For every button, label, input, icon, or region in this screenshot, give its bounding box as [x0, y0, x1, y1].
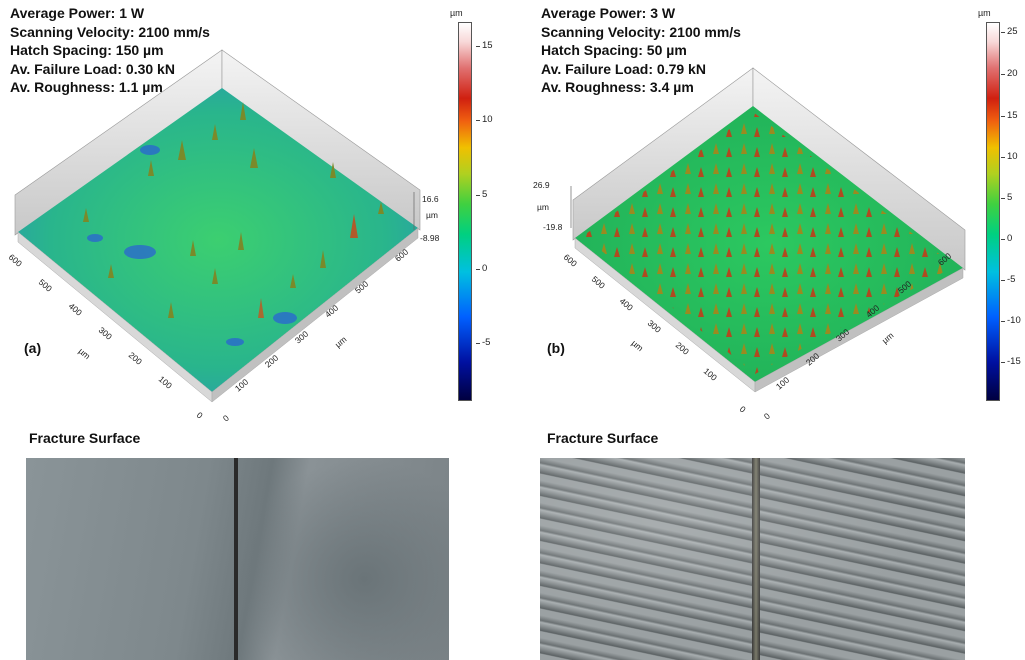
svg-text:500: 500 — [37, 277, 55, 294]
height-axis: 16.6 µm -8.98 — [413, 192, 440, 243]
colorbar-tick: 15 — [476, 40, 493, 51]
colorbar-tick: -10 — [1001, 315, 1021, 326]
svg-text:16.6: 16.6 — [422, 194, 439, 204]
svg-text:200: 200 — [674, 340, 692, 357]
panel-b: Average Power: 3 W Scanning Velocity: 21… — [513, 0, 1025, 660]
colorbar-tick: 10 — [476, 114, 493, 125]
param-scanning-velocity: Scanning Velocity: 2100 mm/s — [10, 23, 210, 40]
svg-text:µm: µm — [880, 330, 896, 345]
height-axis: 26.9 µm -19.8 — [533, 180, 572, 232]
surface-blue-patches — [87, 145, 297, 346]
svg-text:26.9: 26.9 — [533, 180, 550, 190]
section-title: Fracture Surface — [29, 430, 141, 446]
panel-letter: (a) — [24, 340, 42, 356]
param-average-power: Average Power: 1 W — [10, 5, 145, 21]
front-edge-right — [754, 267, 964, 393]
surface-plot-b: 600 500 400 300 200 100 0 µm 0 100 200 3… — [533, 67, 966, 422]
colorbar-tick: 25 — [1001, 26, 1018, 37]
surface-peaks — [583, 112, 955, 374]
svg-text:µm: µm — [537, 202, 549, 212]
svg-text:-8.98: -8.98 — [420, 233, 440, 243]
svg-text:100: 100 — [157, 374, 175, 391]
svg-text:200: 200 — [127, 350, 145, 367]
svg-text:500: 500 — [590, 274, 608, 291]
bond-seam — [234, 458, 238, 660]
svg-text:400: 400 — [618, 296, 636, 313]
panel-letter: (b) — [547, 340, 565, 356]
colorbar-tick: 5 — [475, 189, 488, 200]
colorbar-tick: 15 — [1001, 110, 1018, 121]
param-average-power: Average Power: 3 W — [541, 5, 676, 21]
svg-text:300: 300 — [646, 318, 664, 335]
svg-text:0: 0 — [738, 404, 748, 415]
svg-text:600: 600 — [7, 252, 25, 269]
front-edge-right — [211, 227, 419, 403]
params-block: Average Power: 1 W Scanning Velocity: 21… — [10, 4, 210, 97]
svg-text:100: 100 — [702, 366, 720, 383]
colorbar-tick: 5 — [1000, 192, 1013, 203]
colorbar-tick: -5 — [1000, 274, 1016, 285]
param-scanning-velocity: Scanning Velocity: 2100 mm/s — [541, 23, 741, 40]
svg-text:400: 400 — [67, 301, 85, 318]
back-wall-right — [752, 67, 966, 271]
svg-text:µm: µm — [426, 210, 438, 220]
colorbar-tick: -5 — [475, 337, 491, 348]
colorbar — [458, 22, 472, 401]
fracture-shading — [238, 458, 449, 660]
panel-a: Average Power: 1 W Scanning Velocity: 21… — [0, 0, 512, 660]
colorbar-tick: 10 — [1001, 151, 1018, 162]
colorbar-tick: -15 — [1001, 356, 1021, 367]
svg-text:0: 0 — [221, 413, 231, 424]
param-roughness: Av. Roughness: 1.1 µm — [10, 79, 163, 95]
section-title: Fracture Surface — [547, 430, 659, 446]
params-block: Average Power: 3 W Scanning Velocity: 21… — [541, 4, 741, 97]
surface-peaks — [83, 102, 384, 318]
colorbar-tick: 0 — [475, 263, 488, 274]
back-wall-right — [221, 49, 421, 231]
svg-text:-19.8: -19.8 — [543, 222, 563, 232]
colorbar — [986, 22, 1000, 401]
param-roughness: Av. Roughness: 3.4 µm — [541, 79, 694, 95]
param-hatch-spacing: Hatch Spacing: 150 µm — [10, 42, 164, 58]
fracture-photo-b — [540, 458, 965, 660]
bond-seam — [752, 458, 760, 660]
svg-text:300: 300 — [97, 325, 115, 342]
svg-text:µm: µm — [630, 338, 646, 353]
fracture-shading — [540, 458, 965, 660]
colorbar-tick: 0 — [1000, 233, 1013, 244]
param-failure-load: Av. Failure Load: 0.30 kN — [10, 60, 175, 77]
colorbar-unit: µm — [978, 8, 991, 18]
svg-text:600: 600 — [562, 252, 580, 269]
svg-text:0: 0 — [195, 410, 205, 421]
roughness-surface — [18, 88, 418, 392]
svg-text:0: 0 — [762, 411, 772, 422]
param-hatch-spacing: Hatch Spacing: 50 µm — [541, 42, 687, 58]
colorbar-unit: µm — [450, 8, 463, 18]
surface-plot-a: 600 500 400 300 200 100 0 µm 0 100 200 3… — [7, 49, 440, 424]
svg-text:µm: µm — [333, 334, 349, 349]
colorbar-tick: 20 — [1001, 68, 1018, 79]
fracture-photo-a — [26, 458, 449, 660]
param-failure-load: Av. Failure Load: 0.79 kN — [541, 60, 706, 77]
svg-text:µm: µm — [77, 346, 93, 361]
